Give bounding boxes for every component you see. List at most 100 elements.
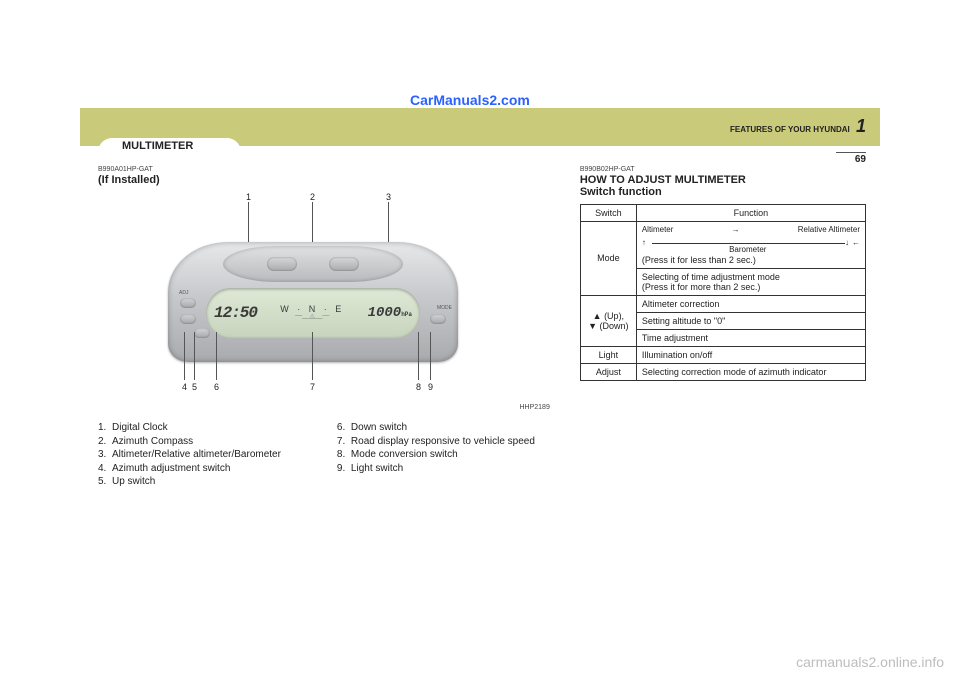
legend-text: Light switch	[351, 462, 403, 476]
multimeter-figure: 1 2 3 ADJ	[98, 192, 556, 402]
leader-line	[418, 332, 419, 380]
legend-num: 7.	[337, 435, 351, 449]
mode-press-short: (Press it for less than 2 sec.)	[642, 255, 860, 265]
legend-item: 4.Azimuth adjustment switch	[98, 462, 317, 476]
mode-altimeter: Altimeter	[642, 225, 674, 236]
cell-updown-f2: Setting altitude to "0"	[636, 312, 865, 329]
legend-item: 7.Road display responsive to vehicle spe…	[337, 435, 556, 449]
legend-item: 5.Up switch	[98, 475, 317, 489]
mode-press-long: (Press it for more than 2 sec.)	[642, 282, 860, 292]
legend-num: 5.	[98, 475, 112, 489]
leader-line	[430, 332, 431, 380]
cell-mode-label: Mode	[580, 222, 636, 296]
rocker-right	[329, 257, 359, 271]
content-area: B990A01HP-GAT (If Installed) 1 2 3	[98, 166, 866, 593]
legend-num: 8.	[337, 448, 351, 462]
mode-cycle-diagram: Altimeter Relative Altimeter ↑ Barometer…	[642, 225, 860, 249]
watermark-top: CarManuals2.com	[410, 92, 530, 108]
arrow-left-icon: ↓	[845, 238, 860, 249]
lcd-compass: W · N · E ⎻⎼◬⎼⎻	[257, 305, 368, 321]
callout-5: 5	[192, 382, 197, 392]
heading-how-to-adjust: HOW TO ADJUST MULTIMETER	[580, 174, 866, 186]
legend-text: Digital Clock	[112, 421, 168, 435]
diagram-bar: Barometer	[652, 243, 845, 244]
side-button	[180, 298, 196, 308]
label-up: (Up),	[604, 311, 624, 321]
callout-2: 2	[310, 192, 315, 202]
legend-num: 1.	[98, 421, 112, 435]
mode-label: MODE	[437, 305, 452, 311]
cell-mode-cycle: Altimeter Relative Altimeter ↑ Barometer…	[636, 222, 865, 269]
cell-light-func: Illumination on/off	[636, 346, 865, 363]
mode-barometer: Barometer	[729, 245, 766, 256]
table-row: Adjust Selecting correction mode of azim…	[580, 363, 865, 380]
legend-item: 6.Down switch	[337, 421, 556, 435]
mode-time-select: Selecting of time adjustment mode	[642, 272, 860, 282]
callout-6: 6	[214, 382, 219, 392]
cell-updown-f3: Time adjustment	[636, 329, 865, 346]
cell-adjust-label: Adjust	[580, 363, 636, 380]
table-row: Light Illumination on/off	[580, 346, 865, 363]
legend-item: 2.Azimuth Compass	[98, 435, 317, 449]
chapter-number: 1	[856, 116, 866, 137]
legend-text: Road display responsive to vehicle speed	[351, 435, 535, 449]
lcd-altimeter: 1000hPa	[368, 305, 412, 321]
legend-item: 8.Mode conversion switch	[337, 448, 556, 462]
cell-adjust-func: Selecting correction mode of azimuth ind…	[636, 363, 865, 380]
doc-id-right: B990B02HP-GAT	[580, 166, 866, 173]
compass-letters: W · N · E	[280, 304, 344, 314]
legend-num: 2.	[98, 435, 112, 449]
th-function: Function	[636, 205, 865, 222]
legend-num: 6.	[337, 421, 351, 435]
legend-text: Up switch	[112, 475, 155, 489]
lcd-display: 12:50 W · N · E ⎻⎼◬⎼⎻ 1000hPa	[206, 288, 420, 338]
leader-line	[184, 332, 185, 380]
triangle-down-icon: ▼	[588, 321, 597, 331]
compass-gauge: ⎻⎼◬⎼⎻	[257, 314, 368, 321]
th-switch: Switch	[580, 205, 636, 222]
leader-line	[312, 332, 313, 380]
multimeter-device: ADJ MODE 12:50 W · N · E ⎻⎼◬⎼⎻ 1000hPa	[168, 242, 458, 362]
callout-9: 9	[428, 382, 433, 392]
section-tab: MULTIMETER	[98, 138, 241, 154]
legend-num: 9.	[337, 462, 351, 476]
arrow-up-icon: ↑	[642, 238, 646, 249]
legend-item: 3.Altimeter/Relative altimeter/Barometer	[98, 448, 317, 462]
leader-line	[194, 332, 195, 380]
manual-page: FEATURES OF YOUR HYUNDAI 1 MULTIMETER 6 9…	[80, 108, 880, 593]
cell-updown-f1: Altimeter correction	[636, 295, 865, 312]
side-button	[180, 314, 196, 324]
legend-text: Azimuth adjustment switch	[112, 462, 230, 476]
figure-legend: 1.Digital Clock 2.Azimuth Compass 3.Alti…	[98, 421, 556, 489]
adj-label: ADJ	[179, 290, 188, 296]
heading-if-installed: (If Installed)	[98, 174, 556, 186]
cell-mode-time: Selecting of time adjustment mode (Press…	[636, 268, 865, 295]
heading-switch-function: Switch function	[580, 186, 866, 198]
legend-col-right: 6.Down switch 7.Road display responsive …	[337, 421, 556, 489]
legend-num: 3.	[98, 448, 112, 462]
alt-value: 1000	[368, 305, 402, 321]
callout-8: 8	[416, 382, 421, 392]
left-column: B990A01HP-GAT (If Installed) 1 2 3	[98, 166, 556, 593]
legend-col-left: 1.Digital Clock 2.Azimuth Compass 3.Alti…	[98, 421, 317, 489]
callout-7: 7	[310, 382, 315, 392]
arrow-right-icon	[729, 225, 743, 236]
chapter-header: FEATURES OF YOUR HYUNDAI 1	[730, 116, 866, 137]
lcd-clock: 12:50	[214, 304, 257, 322]
leader-line	[216, 332, 217, 380]
legend-item: 1.Digital Clock	[98, 421, 317, 435]
table-row: Switch Function	[580, 205, 865, 222]
legend-text: Altimeter/Relative altimeter/Barometer	[112, 448, 281, 462]
switch-function-table: Switch Function Mode Altimeter Relative …	[580, 204, 866, 381]
legend-text: Mode conversion switch	[351, 448, 458, 462]
callout-1: 1	[246, 192, 251, 202]
right-column: B990B02HP-GAT HOW TO ADJUST MULTIMETER S…	[580, 166, 866, 593]
callout-4: 4	[182, 382, 187, 392]
chapter-label: FEATURES OF YOUR HYUNDAI	[730, 125, 850, 134]
table-row: Mode Altimeter Relative Altimeter ↑	[580, 222, 865, 269]
doc-id-left: B990A01HP-GAT	[98, 166, 556, 173]
cell-light-label: Light	[580, 346, 636, 363]
mode-relative-altimeter: Relative Altimeter	[798, 225, 860, 236]
label-down: (Down)	[600, 321, 629, 331]
legend-text: Azimuth Compass	[112, 435, 193, 449]
